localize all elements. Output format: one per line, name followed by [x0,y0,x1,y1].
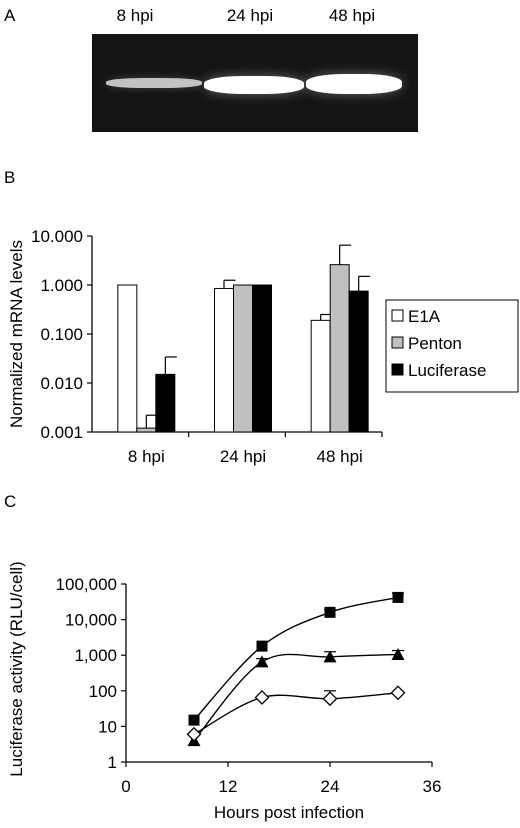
panel-a-letter: A [4,6,16,25]
x-tick-label: 8 hpi [128,447,165,466]
gel-band-8hpi [106,78,202,88]
legend-swatch-luciferase [391,363,404,376]
y-tick-label: 1,000 [74,646,117,665]
y-tick-label: 100,000 [56,575,117,594]
point-diamond [322,691,338,707]
point-square [324,606,336,618]
point-square [188,714,200,726]
bar-e1a-0 [117,284,138,433]
x-axis-title: Hours post infection [214,803,364,822]
x-tick-label: 24 [321,777,340,796]
panel-b-letter: B [4,168,16,187]
x-tick-label: 24 hpi [220,447,266,466]
y-tick-label: 0.001 [40,423,83,442]
bar-luciferase-0 [155,373,176,433]
point-triangle [323,650,337,663]
x-tick-label: 36 [423,777,442,796]
legend-swatch-penton [391,336,404,349]
bar-penton-0 [136,427,157,433]
y-tick-label: 10,000 [65,611,117,630]
point-square [256,640,268,652]
gel-image [92,34,418,132]
bar-penton-1 [233,284,253,433]
gel-lane-label-24hpi: 24 hpi [226,6,274,25]
bar-luciferase-2 [348,290,369,433]
gel-lane-label-8hpi: 8 hpi [116,6,154,25]
legend-label-luciferase: Luciferase [408,361,486,380]
bar-e1a-1 [214,287,234,433]
legend-label-e1a: E1A [408,307,441,326]
gel-band-48hpi [306,74,402,94]
point-square [392,591,404,603]
x-tick-label: 48 hpi [317,447,363,466]
x-tick-label: 12 [219,777,238,796]
y-axis-title: Normalized mRNA levels [7,240,26,428]
x-tick-label: 0 [121,777,130,796]
y-axis-title: Luciferase activity (RLU/cell) [7,561,26,776]
y-tick-label: 100 [89,682,117,701]
gel-lane-label-48hpi: 48 hpi [328,6,376,25]
legend-swatch-e1a [391,309,404,322]
legend-label-penton: Penton [408,334,462,353]
point-diamond [390,685,406,701]
point-diamond [254,690,270,705]
bar-e1a-2 [310,319,331,433]
y-tick-label: 0.010 [40,374,83,393]
bar-penton-2 [329,264,350,433]
curve-square [193,596,399,721]
y-tick-label: 1 [108,753,117,772]
point-triangle [255,655,269,668]
y-tick-label: 0.100 [40,325,83,344]
panel-c-letter: C [4,492,17,511]
y-tick-label: 10 [98,717,117,736]
y-tick-label: 10.000 [31,227,83,246]
curve-triangle [193,653,399,742]
point-triangle [391,647,405,660]
legend-box [385,299,519,393]
curve-diamond [193,692,399,735]
gel-band-24hpi [204,76,304,94]
y-tick-label: 1.000 [40,276,83,295]
point-triangle [187,734,201,747]
bar-luciferase-1 [252,284,272,433]
point-diamond [186,726,202,742]
